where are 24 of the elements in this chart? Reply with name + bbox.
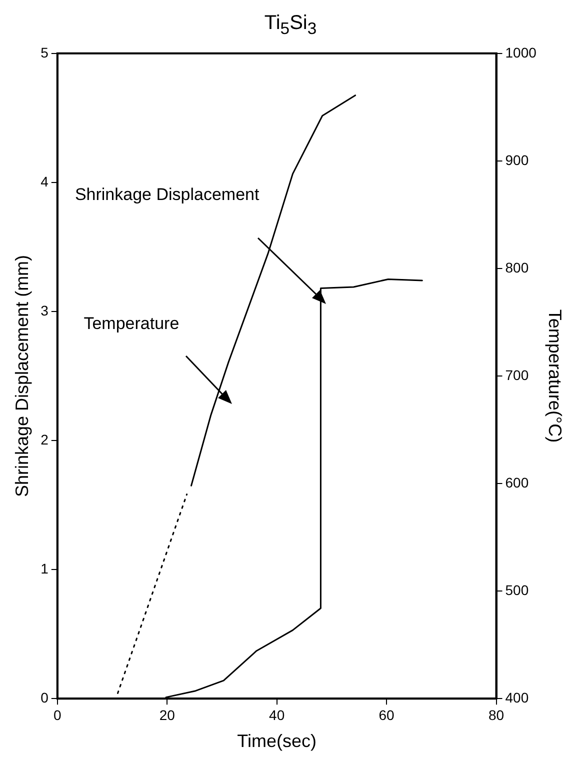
y-tick-label: 4 bbox=[40, 173, 49, 190]
x-tick-label: 60 bbox=[378, 706, 395, 723]
y-tick-label: 0 bbox=[40, 689, 49, 706]
y2-tick-label: 700 bbox=[505, 366, 529, 383]
chart-title: Ti$_{5}$Si$_{3}$ bbox=[263, 11, 318, 40]
y2-tick-label: 500 bbox=[505, 582, 529, 598]
y-axis-title: Shrinkage Displacement (mm) bbox=[12, 254, 32, 498]
y2-tick-label: 600 bbox=[505, 474, 529, 490]
y-tick-label: 3 bbox=[40, 302, 49, 318]
y-tick-label: 1 bbox=[40, 560, 49, 576]
y2-tick-label: 900 bbox=[505, 152, 529, 168]
x-axis-title: Time(sec) bbox=[237, 731, 316, 752]
y-tick-label: 5 bbox=[40, 44, 49, 60]
y-tick-label: 2 bbox=[40, 431, 49, 448]
y2-tick-label: 400 bbox=[505, 689, 529, 706]
x-tick-label: 80 bbox=[488, 706, 504, 723]
x-tick-label: 40 bbox=[269, 706, 285, 723]
x-tick-label: 20 bbox=[159, 706, 176, 723]
annotation: Shrinkage Displacement bbox=[74, 185, 260, 204]
y2-axis-title: Temperature(°C) bbox=[545, 309, 566, 443]
y2-tick-label: 1000 bbox=[505, 44, 537, 60]
x-tick-label: 0 bbox=[53, 706, 62, 723]
y2-tick-label: 800 bbox=[505, 259, 529, 276]
annotation: Temperature bbox=[84, 314, 180, 334]
